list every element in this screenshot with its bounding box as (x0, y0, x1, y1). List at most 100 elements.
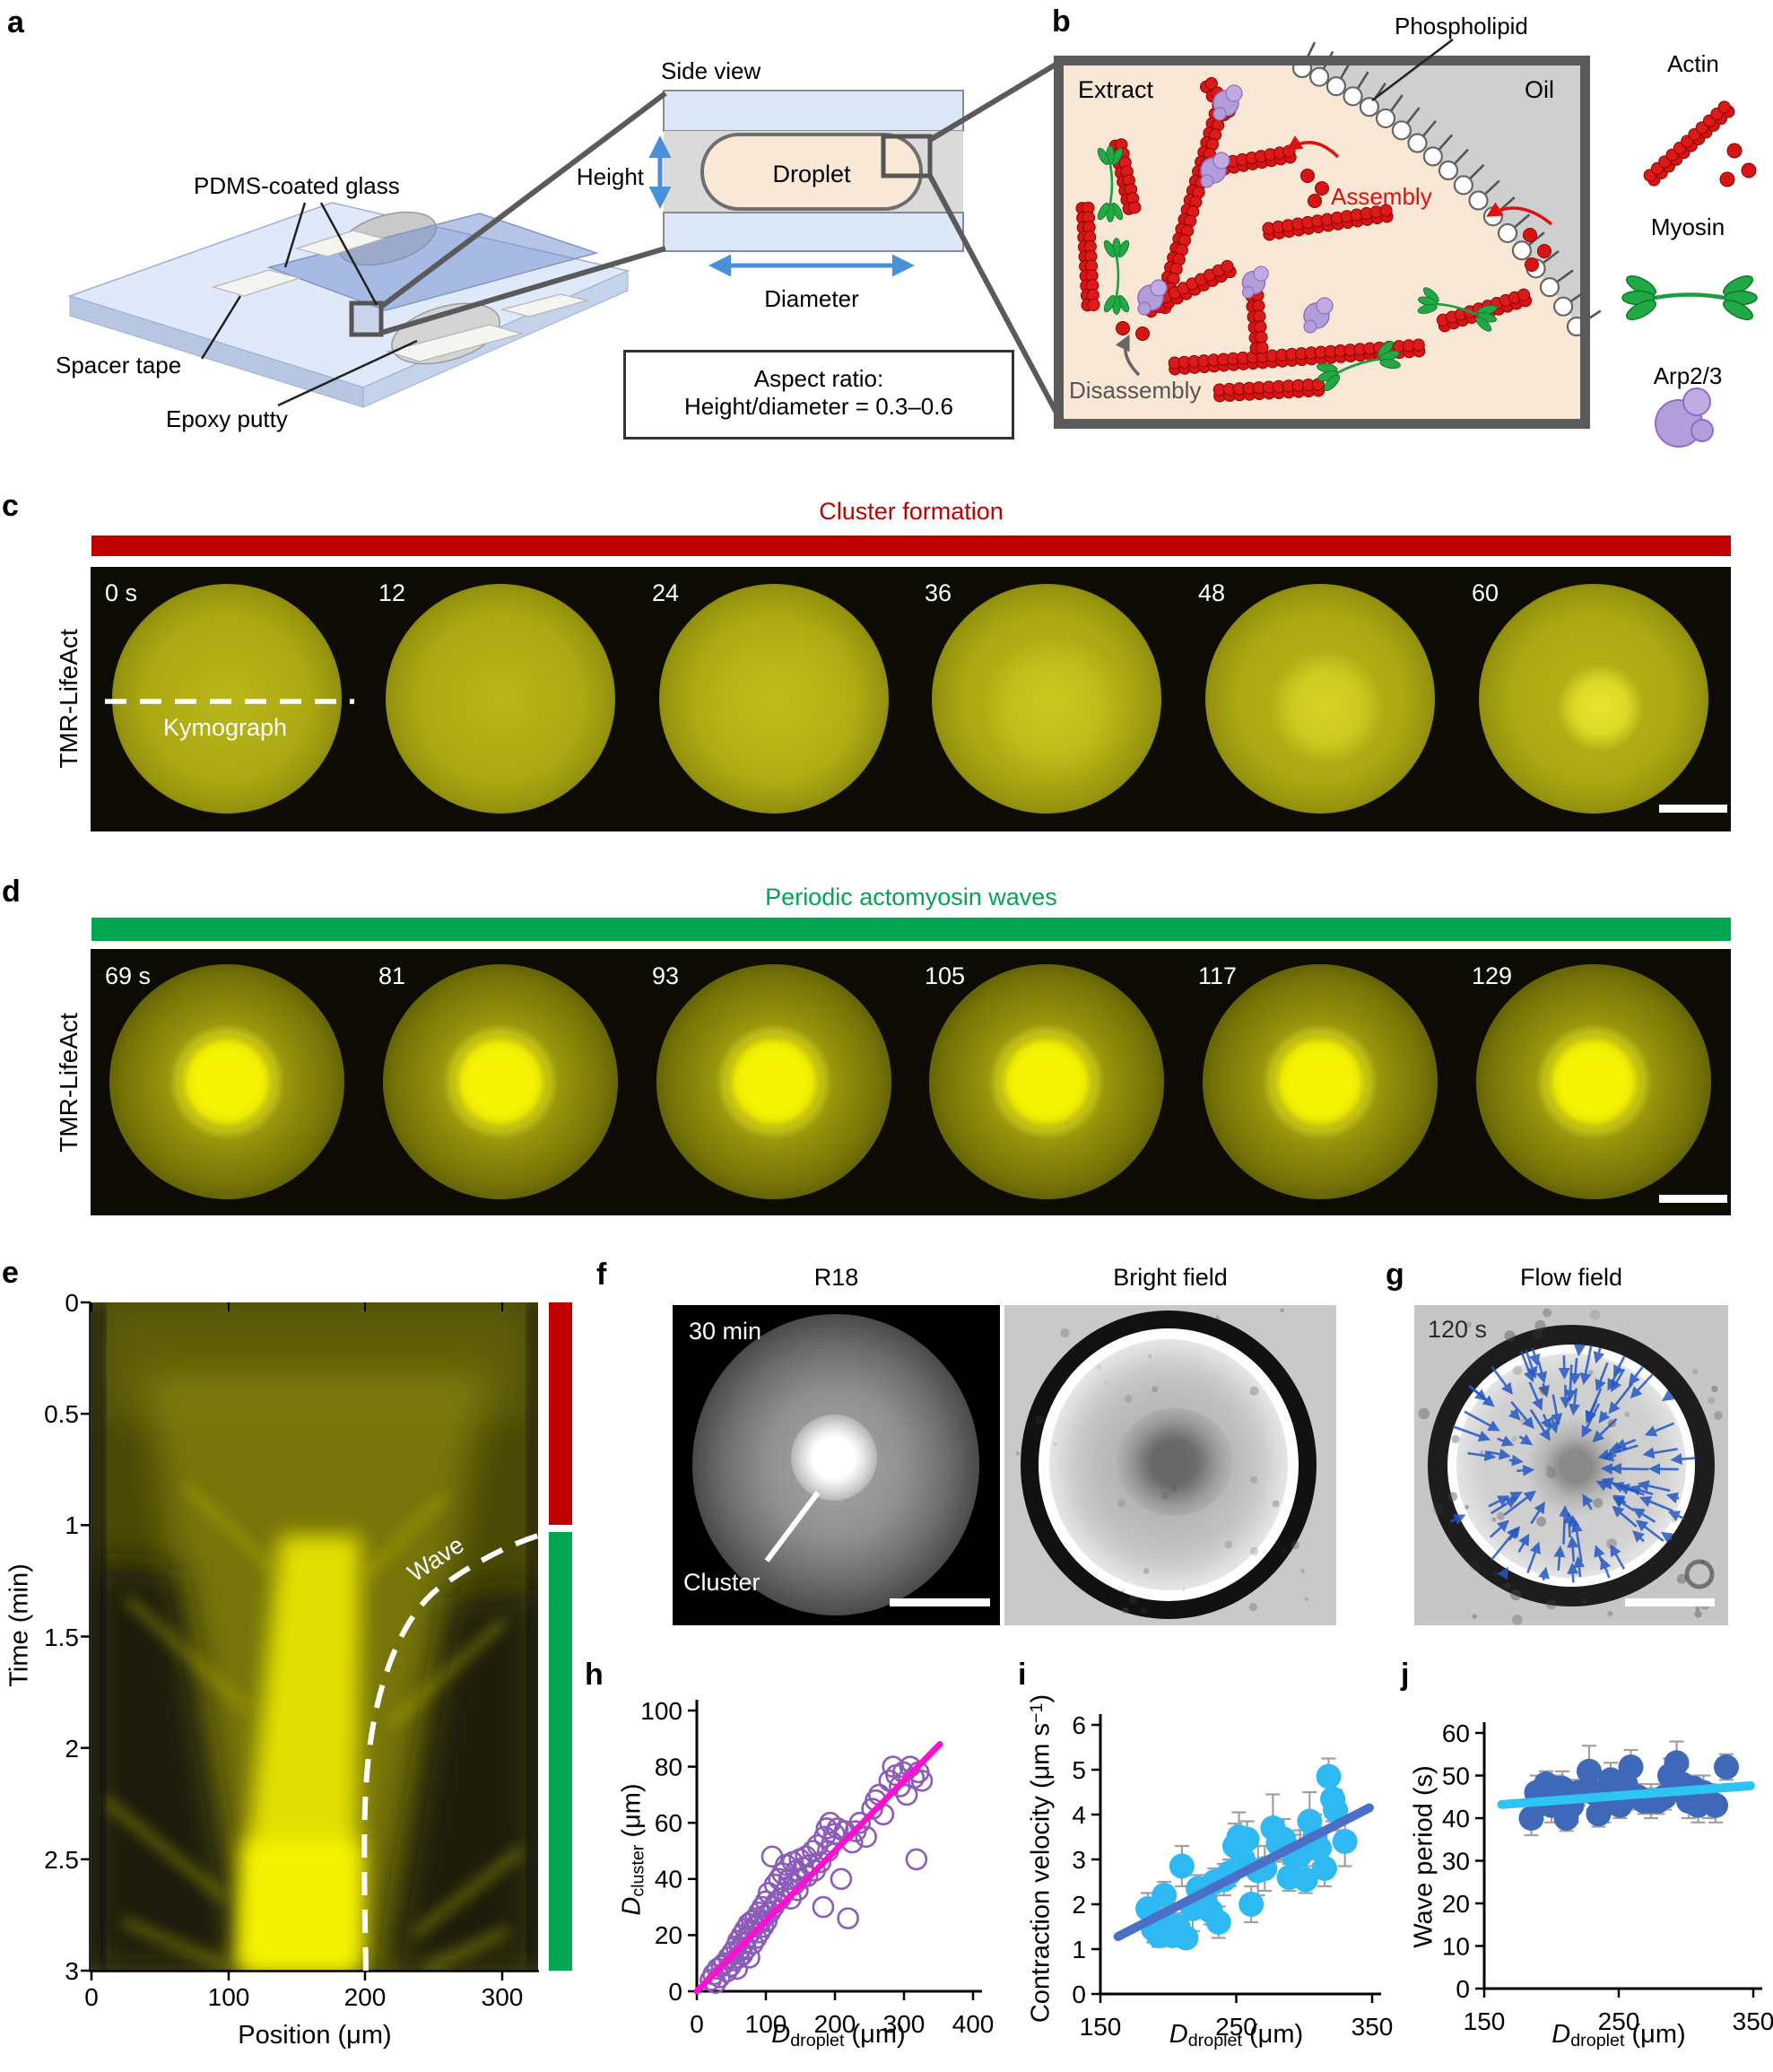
data-point (819, 1811, 841, 1834)
data-point (738, 1946, 760, 1969)
data-point (704, 1972, 727, 1994)
data-point (768, 1867, 790, 1891)
data-point (1271, 1826, 1297, 1852)
data-point (779, 1887, 803, 1911)
data-point (766, 1890, 788, 1913)
data-point (730, 1924, 753, 1946)
data-point (751, 1895, 774, 1919)
y-axis-unit: (μm) (617, 1783, 647, 1845)
data-point (1696, 1789, 1722, 1814)
aspect-ratio-line1: Aspect ratio: (753, 365, 884, 392)
data-point (1559, 1792, 1585, 1818)
data-point (1226, 1824, 1252, 1850)
phospholipid-label: Phospholipid (1395, 13, 1528, 39)
j-x-axis-title: Ddroplet (μm) (1484, 2020, 1753, 2051)
data-point (1186, 1876, 1212, 1902)
oil-label: Oil (1525, 76, 1554, 103)
data-point (837, 1907, 859, 1929)
data-point (1205, 1910, 1231, 1935)
actin-wave-ring (1203, 964, 1438, 1199)
data-point (1282, 1844, 1308, 1870)
data-point (762, 1895, 785, 1919)
panel-label-a: a (7, 5, 24, 39)
actin-filament (1142, 259, 1237, 318)
legend-arp-label: Arp2/3 (1653, 362, 1723, 389)
data-point (1669, 1772, 1695, 1797)
droplet-frame (656, 964, 891, 1199)
h-y-axis-title: Dcluster (μm) (617, 1783, 648, 1915)
y-tick-label: 4 (1072, 1801, 1086, 1829)
data-point (788, 1848, 812, 1871)
legend-myosin-label: Myosin (1650, 213, 1725, 240)
data-point (787, 1879, 809, 1902)
data-point (719, 1954, 743, 1978)
actin-wave-ring (656, 964, 891, 1199)
arp-glyph (1212, 84, 1243, 121)
data-point (1534, 1772, 1559, 1797)
data-point (855, 1825, 877, 1849)
y-tick-label: 0 (668, 1978, 682, 2006)
data-point (742, 1932, 764, 1955)
data-point (776, 1876, 799, 1899)
data-point (1544, 1775, 1569, 1801)
data-point (1529, 1789, 1555, 1814)
data-point (1276, 1865, 1302, 1890)
data-point (725, 1935, 748, 1958)
h-x-axis-title: Ddroplet (μm) (697, 2020, 980, 2051)
panel-label-f: f (596, 1258, 607, 1292)
frame-time-label: 60 (1472, 579, 1499, 606)
data-point (795, 1865, 819, 1887)
data-point (708, 1966, 731, 1989)
y-tick-label: 0 (1456, 1975, 1470, 2003)
y-tick-label: 80 (655, 1753, 682, 1780)
y-tick-label: 3 (65, 1957, 79, 1986)
arp-glyph (1137, 279, 1168, 316)
droplet-label: Droplet (772, 161, 851, 187)
data-point (813, 1825, 836, 1849)
x-axis-var: D (1551, 2020, 1571, 2049)
j-y-axis-title: Wave period (s) (1410, 1765, 1439, 1948)
data-point (1306, 1835, 1332, 1861)
data-point (727, 1946, 751, 1969)
extract-label: Extract (1078, 76, 1154, 103)
y-tick-label: 40 (1442, 1805, 1470, 1833)
data-point (1638, 1789, 1664, 1814)
data-points (1518, 1750, 1739, 1831)
data-point (1316, 1763, 1342, 1789)
droplet-frame (929, 964, 1164, 1199)
central-aggregate (1117, 1408, 1233, 1516)
data-point (754, 1890, 778, 1913)
actin-wave-ring (383, 964, 618, 1199)
data-point (1598, 1767, 1623, 1793)
data-point (1714, 1754, 1739, 1780)
data-point (1169, 1853, 1195, 1879)
panel-c-title: Cluster formation (819, 498, 1004, 525)
data-point (885, 1763, 908, 1787)
data-point (899, 1755, 922, 1778)
zoom-box (349, 300, 384, 337)
y-axis-text: ) (1026, 1693, 1056, 1703)
data-point (1146, 1923, 1172, 1948)
data-point (1645, 1789, 1671, 1814)
data-point (757, 1882, 780, 1904)
data-point (1302, 1824, 1328, 1850)
data-point (812, 1895, 835, 1919)
data-point (1297, 1808, 1323, 1834)
data-point (748, 1920, 771, 1944)
data-point (1311, 1856, 1337, 1881)
leader-lines (200, 202, 418, 407)
panel-label-i: i (1018, 1658, 1027, 1692)
y-tick-label: 20 (1442, 1890, 1470, 1918)
droplet-frame (383, 964, 618, 1199)
data-point (1197, 1898, 1223, 1924)
y-tick-label: 1 (1072, 1936, 1086, 1963)
data-point (1211, 1867, 1237, 1893)
actin-cluster-spot (1479, 584, 1708, 814)
droplet-frame (1476, 964, 1711, 1199)
y-tick-label: 1.5 (44, 1623, 79, 1651)
y-tick-label: 2 (65, 1734, 79, 1763)
data-point (735, 1927, 759, 1949)
data-point (750, 1910, 772, 1933)
